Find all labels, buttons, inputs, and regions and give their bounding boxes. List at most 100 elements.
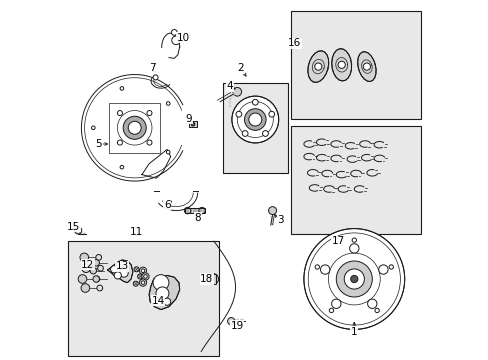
- Circle shape: [139, 267, 146, 274]
- Circle shape: [153, 275, 168, 291]
- Text: 9: 9: [185, 114, 192, 124]
- Circle shape: [171, 30, 177, 35]
- Circle shape: [231, 96, 278, 143]
- Bar: [188, 121, 197, 127]
- Circle shape: [156, 287, 168, 300]
- Circle shape: [91, 126, 95, 130]
- Text: 4: 4: [226, 81, 233, 91]
- Circle shape: [230, 95, 233, 98]
- Circle shape: [110, 266, 118, 273]
- Circle shape: [191, 122, 194, 126]
- Circle shape: [314, 63, 321, 70]
- Text: 6: 6: [163, 200, 170, 210]
- Circle shape: [228, 101, 231, 104]
- Circle shape: [227, 318, 234, 325]
- Circle shape: [232, 93, 235, 95]
- Circle shape: [337, 61, 345, 68]
- Circle shape: [166, 102, 170, 105]
- Polygon shape: [357, 52, 375, 81]
- Polygon shape: [331, 49, 351, 81]
- Text: 10: 10: [176, 33, 189, 43]
- Text: 1: 1: [350, 327, 357, 337]
- Circle shape: [96, 255, 102, 260]
- Circle shape: [93, 260, 99, 266]
- Bar: [291, 11, 420, 119]
- Circle shape: [244, 109, 265, 130]
- Polygon shape: [149, 275, 179, 310]
- Circle shape: [163, 298, 170, 305]
- Circle shape: [320, 265, 329, 274]
- Circle shape: [207, 274, 218, 284]
- Circle shape: [94, 276, 100, 282]
- Circle shape: [236, 111, 241, 117]
- Circle shape: [143, 275, 147, 278]
- Circle shape: [117, 140, 122, 145]
- Circle shape: [120, 87, 123, 90]
- Circle shape: [268, 111, 274, 117]
- Circle shape: [123, 116, 146, 139]
- Circle shape: [351, 238, 356, 242]
- Circle shape: [120, 165, 123, 169]
- Circle shape: [128, 121, 141, 134]
- Circle shape: [81, 284, 89, 292]
- Circle shape: [80, 253, 88, 262]
- Bar: [109, 103, 160, 153]
- Circle shape: [228, 98, 231, 100]
- Circle shape: [242, 131, 247, 136]
- Text: 17: 17: [331, 236, 344, 246]
- Bar: [291, 126, 420, 234]
- Text: 5: 5: [95, 139, 102, 149]
- Circle shape: [133, 281, 138, 286]
- Circle shape: [139, 279, 146, 286]
- Circle shape: [388, 265, 393, 269]
- Circle shape: [232, 87, 241, 96]
- Circle shape: [228, 104, 231, 107]
- Bar: [184, 208, 204, 213]
- Circle shape: [349, 244, 358, 253]
- Circle shape: [367, 299, 376, 309]
- Text: 2: 2: [237, 63, 244, 73]
- Circle shape: [171, 36, 180, 45]
- Circle shape: [328, 308, 333, 312]
- Circle shape: [331, 299, 340, 309]
- Circle shape: [75, 227, 81, 234]
- Circle shape: [112, 264, 125, 277]
- Text: 11: 11: [130, 227, 143, 237]
- Polygon shape: [307, 51, 328, 82]
- Circle shape: [141, 281, 144, 284]
- Circle shape: [142, 273, 149, 280]
- Text: 7: 7: [149, 63, 156, 73]
- Circle shape: [350, 275, 357, 283]
- Bar: [210, 274, 216, 284]
- Text: 12: 12: [81, 260, 94, 270]
- Circle shape: [146, 140, 152, 145]
- Text: 3: 3: [277, 215, 283, 225]
- Circle shape: [81, 264, 90, 273]
- Circle shape: [117, 111, 122, 116]
- Text: 18: 18: [200, 274, 213, 284]
- Circle shape: [78, 275, 87, 283]
- Circle shape: [137, 274, 142, 279]
- Text: 19: 19: [230, 321, 244, 331]
- Circle shape: [98, 265, 103, 271]
- Circle shape: [134, 267, 139, 272]
- Circle shape: [248, 113, 261, 126]
- Text: 13: 13: [115, 261, 128, 271]
- Circle shape: [166, 150, 170, 154]
- Circle shape: [268, 207, 276, 215]
- Circle shape: [93, 276, 99, 282]
- Circle shape: [374, 308, 379, 312]
- Circle shape: [114, 272, 121, 279]
- Text: 8: 8: [194, 213, 201, 223]
- Circle shape: [120, 269, 128, 277]
- Bar: [68, 241, 219, 356]
- Text: 16: 16: [288, 38, 301, 48]
- Circle shape: [315, 265, 319, 269]
- Polygon shape: [107, 260, 133, 283]
- Circle shape: [336, 261, 371, 297]
- Circle shape: [378, 265, 387, 274]
- Circle shape: [344, 269, 364, 289]
- Circle shape: [141, 269, 144, 273]
- Circle shape: [97, 285, 102, 291]
- Circle shape: [90, 267, 96, 274]
